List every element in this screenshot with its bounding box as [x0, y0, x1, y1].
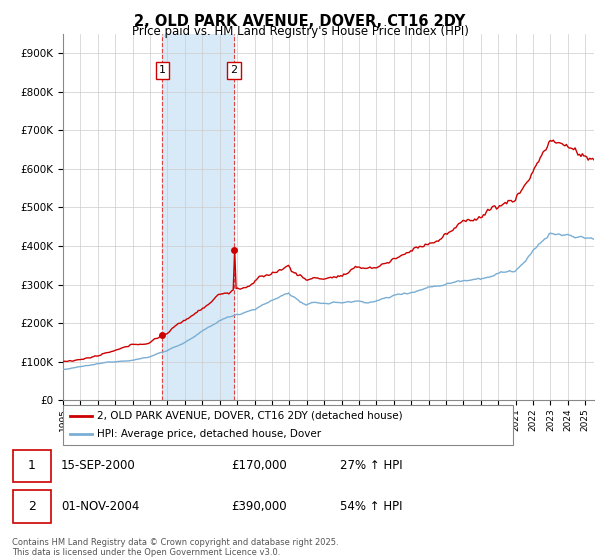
Text: 2, OLD PARK AVENUE, DOVER, CT16 2DY (detached house): 2, OLD PARK AVENUE, DOVER, CT16 2DY (det…: [97, 411, 403, 421]
FancyBboxPatch shape: [13, 490, 50, 522]
Text: £170,000: £170,000: [231, 459, 287, 473]
Text: Contains HM Land Registry data © Crown copyright and database right 2025.
This d: Contains HM Land Registry data © Crown c…: [12, 538, 338, 557]
FancyBboxPatch shape: [13, 450, 50, 482]
Text: 1: 1: [159, 66, 166, 75]
Text: Price paid vs. HM Land Registry's House Price Index (HPI): Price paid vs. HM Land Registry's House …: [131, 25, 469, 38]
Text: HPI: Average price, detached house, Dover: HPI: Average price, detached house, Dove…: [97, 430, 321, 439]
Text: 27% ↑ HPI: 27% ↑ HPI: [340, 459, 403, 473]
Text: 2: 2: [230, 66, 238, 75]
Text: 01-NOV-2004: 01-NOV-2004: [61, 500, 139, 513]
Text: 2, OLD PARK AVENUE, DOVER, CT16 2DY: 2, OLD PARK AVENUE, DOVER, CT16 2DY: [134, 14, 466, 29]
Text: £390,000: £390,000: [231, 500, 287, 513]
FancyBboxPatch shape: [63, 405, 513, 445]
Text: 1: 1: [28, 459, 36, 473]
Bar: [163, 34, 234, 400]
Text: 15-SEP-2000: 15-SEP-2000: [61, 459, 136, 473]
Text: 2: 2: [28, 500, 36, 513]
Text: 54% ↑ HPI: 54% ↑ HPI: [340, 500, 403, 513]
